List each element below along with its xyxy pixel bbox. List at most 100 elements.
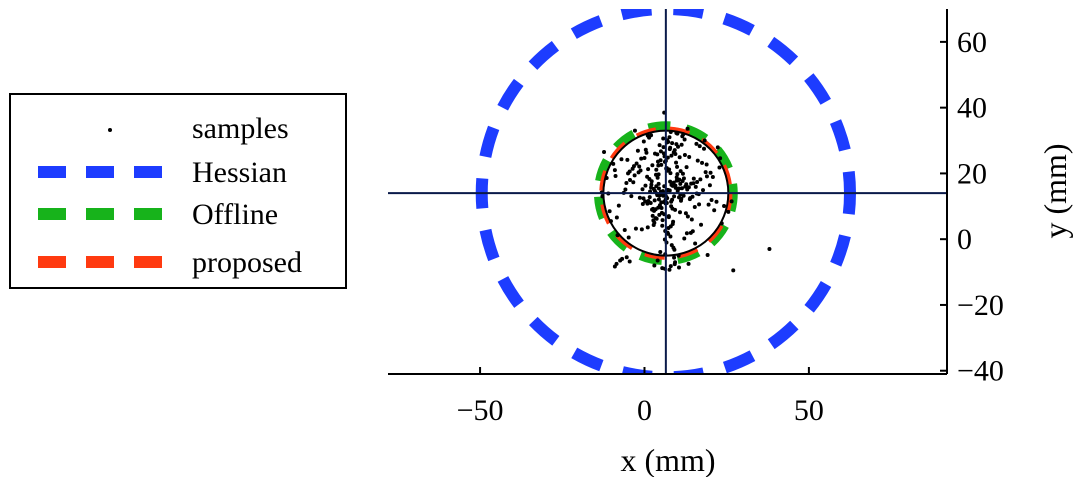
sample-point <box>649 182 654 187</box>
sample-point <box>658 250 663 255</box>
sample-point <box>657 143 662 148</box>
sample-point <box>705 252 710 257</box>
sample-point <box>674 130 679 135</box>
sample-point <box>645 174 650 179</box>
sample-point <box>656 186 661 191</box>
sample-point <box>679 142 684 147</box>
y-tick-label: 0 <box>957 223 972 256</box>
sample-point <box>675 164 680 169</box>
sample-point <box>640 201 645 206</box>
sample-point <box>729 199 734 204</box>
sample-point <box>684 165 689 170</box>
legend-label-Hessian: Hessian <box>192 156 287 189</box>
sample-point <box>604 176 609 181</box>
sample-point <box>611 161 616 166</box>
sample-point <box>726 209 731 214</box>
sample-point <box>624 255 629 260</box>
sample-point <box>659 205 664 210</box>
y-axis-label: y (mm) <box>1037 143 1073 238</box>
sample-point <box>643 147 648 152</box>
sample-point <box>615 233 620 238</box>
sample-point <box>679 186 684 191</box>
sample-point <box>618 258 623 263</box>
sample-point <box>625 157 630 162</box>
sample-point <box>626 171 631 176</box>
sample-point <box>652 198 657 203</box>
sample-point <box>668 129 673 134</box>
sample-point <box>655 152 660 157</box>
sample-point <box>676 144 681 149</box>
sample-point <box>629 194 634 199</box>
sample-point <box>628 177 633 182</box>
sample-point <box>660 266 665 271</box>
sample-point <box>685 214 690 219</box>
sample-point <box>656 197 661 202</box>
sample-point <box>694 141 699 146</box>
sample-point <box>704 174 709 179</box>
sample-point <box>624 180 629 185</box>
sample-point <box>633 226 638 231</box>
sample-point <box>658 149 663 154</box>
y-tick-label: 60 <box>957 26 987 59</box>
sample-point <box>653 172 658 177</box>
sample-point <box>631 180 636 185</box>
sample-point <box>690 194 695 199</box>
sample-point <box>703 170 708 175</box>
sample-point <box>668 179 673 184</box>
chart-legend: samples Hessian Offline proposed <box>9 93 347 289</box>
sample-point <box>676 253 681 258</box>
legend-marker-samples <box>108 128 112 132</box>
sample-point <box>701 188 706 193</box>
sample-point <box>717 165 722 170</box>
sample-point <box>677 186 682 191</box>
sample-point <box>670 141 675 146</box>
sample-point <box>670 206 675 211</box>
sample-point <box>657 212 662 217</box>
sample-point <box>686 261 691 266</box>
legend-label-Offline: Offline <box>192 198 278 231</box>
sample-point <box>659 162 664 167</box>
sample-point <box>666 226 671 230</box>
sample-point <box>643 199 648 204</box>
sample-point <box>671 180 676 185</box>
sample-point <box>626 235 631 240</box>
sample-point <box>655 175 660 180</box>
sample-point <box>652 188 657 193</box>
sample-point <box>643 183 648 188</box>
sample-point <box>698 177 703 182</box>
sample-point <box>641 196 646 201</box>
sample-point <box>669 153 674 158</box>
sample-point <box>653 216 658 221</box>
sample-point <box>681 132 686 137</box>
sample-point <box>714 199 719 204</box>
sample-point <box>641 139 646 144</box>
sample-point <box>660 223 665 228</box>
sample-point <box>646 167 651 172</box>
sample-point <box>675 172 680 177</box>
sample-point <box>654 167 659 172</box>
x-tick-label: 50 <box>794 394 824 427</box>
sample-point <box>668 264 673 269</box>
y-tick-label: −20 <box>957 289 1004 322</box>
sample-point <box>660 218 665 223</box>
sample-point <box>614 215 619 220</box>
sample-point <box>632 173 637 178</box>
tick-labels: −50 0 50 −40 −20 0 20 40 60 <box>457 26 1004 427</box>
sample-point <box>649 185 654 190</box>
sample-point <box>627 259 632 264</box>
sample-point <box>672 262 677 267</box>
sample-point <box>613 174 618 179</box>
sample-point <box>682 153 687 157</box>
sample-point <box>767 247 772 252</box>
sample-point <box>697 202 702 207</box>
sample-point <box>612 168 617 173</box>
y-tick-label: 40 <box>957 92 987 125</box>
sample-point <box>706 202 711 207</box>
sample-point <box>685 187 690 192</box>
sample-point <box>695 158 700 163</box>
sample-point <box>650 207 655 212</box>
sample-point <box>700 160 705 165</box>
sample-point <box>674 160 679 165</box>
sample-point <box>710 175 715 180</box>
sample-point <box>642 155 647 160</box>
